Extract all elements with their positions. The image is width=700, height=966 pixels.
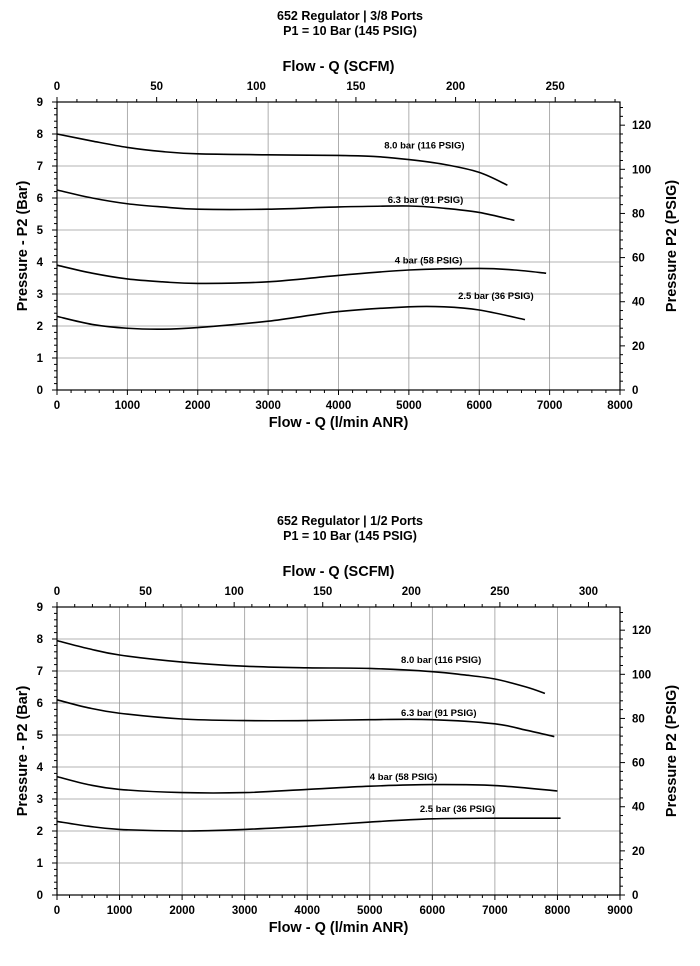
y2-tick-label: 40: [632, 297, 645, 309]
y-tick-label: 7: [37, 161, 43, 173]
y2-tick-label: 0: [632, 385, 638, 397]
y2-tick-label: 60: [632, 758, 645, 770]
x-tick-label: 2000: [169, 905, 195, 917]
series-line: [56, 189, 515, 222]
chart-subtitle: P1 = 10 Bar (145 PSIG): [283, 529, 417, 543]
x-tick-label: 6000: [466, 400, 492, 412]
y-tick-label: 6: [37, 193, 43, 205]
x-tick-label: 5000: [357, 905, 383, 917]
series-line: [56, 817, 561, 832]
x-tick-label: 7000: [482, 905, 508, 917]
chart-title: 652 Regulator | 3/8 Ports: [277, 9, 423, 23]
chart-1-2-ports: 652 Regulator | 1/2 Ports P1 = 10 Bar (1…: [0, 505, 700, 966]
series-line: [56, 133, 508, 186]
x-tick-label: 1000: [107, 905, 133, 917]
y-tick-label: 1: [37, 858, 44, 870]
y2-axis-title: Pressure P2 (PSIG): [664, 685, 680, 817]
x2-tick-label: 200: [402, 586, 421, 598]
series-label: 8.0 bar (116 PSIG): [384, 140, 464, 151]
y-tick-label: 8: [37, 129, 44, 141]
series-line: [56, 305, 526, 331]
y-tick-label: 3: [37, 289, 43, 301]
y-tick-label: 9: [37, 602, 43, 614]
y2-tick-label: 20: [632, 341, 645, 353]
x-tick-label: 1000: [115, 400, 141, 412]
chart-3-8-ports: 652 Regulator | 3/8 Ports P1 = 10 Bar (1…: [0, 0, 700, 480]
x2-tick-label: 0: [54, 81, 60, 93]
chart-title: 652 Regulator | 1/2 Ports: [277, 514, 423, 528]
x2-axis-title: Flow - Q (SCFM): [283, 564, 395, 580]
y-tick-label: 0: [37, 385, 43, 397]
x2-tick-label: 50: [139, 586, 152, 598]
series-label: 6.3 bar (91 PSIG): [401, 708, 477, 719]
x2-tick-label: 100: [247, 81, 266, 93]
x2-tick-label: 250: [490, 586, 509, 598]
y-tick-label: 2: [37, 826, 43, 838]
series-label: 2.5 bar (36 PSIG): [420, 804, 496, 815]
x-axis-title: Flow - Q (l/min ANR): [269, 415, 409, 431]
y-tick-label: 9: [37, 97, 43, 109]
x-tick-label: 0: [54, 905, 60, 917]
y-tick-label: 5: [37, 225, 44, 237]
series-line: [56, 699, 555, 738]
y2-axis-title: Pressure P2 (PSIG): [664, 180, 680, 312]
x2-tick-label: 50: [150, 81, 163, 93]
x2-axis-title: Flow - Q (SCFM): [283, 59, 395, 75]
y2-tick-label: 80: [632, 713, 645, 725]
x-tick-label: 5000: [396, 400, 422, 412]
y2-tick-label: 120: [632, 625, 651, 637]
y-tick-label: 0: [37, 890, 43, 902]
y-tick-label: 7: [37, 666, 43, 678]
y2-tick-label: 120: [632, 120, 651, 132]
series-line: [56, 264, 547, 285]
series-label: 4 bar (58 PSIG): [370, 772, 438, 783]
y-axis-title: Pressure - P2 (Bar): [15, 181, 31, 312]
x-tick-label: 3000: [255, 400, 281, 412]
series-label: 4 bar (58 PSIG): [395, 256, 463, 267]
y-tick-label: 4: [37, 762, 44, 774]
y-tick-label: 8: [37, 634, 44, 646]
x2-tick-label: 150: [313, 586, 332, 598]
y2-tick-label: 100: [632, 669, 651, 681]
series-line: [56, 639, 546, 695]
x-tick-label: 2000: [185, 400, 211, 412]
y-axis-title: Pressure - P2 (Bar): [15, 686, 31, 817]
series-label: 6.3 bar (91 PSIG): [388, 195, 464, 206]
y-tick-label: 2: [37, 321, 43, 333]
x-tick-label: 8000: [545, 905, 571, 917]
x2-tick-label: 100: [225, 586, 244, 598]
y-tick-label: 5: [37, 730, 44, 742]
x-tick-label: 7000: [537, 400, 563, 412]
series-line: [56, 775, 558, 794]
y2-tick-label: 60: [632, 253, 645, 265]
x-tick-label: 8000: [607, 400, 633, 412]
x-tick-label: 0: [54, 400, 60, 412]
x2-tick-label: 0: [54, 586, 60, 598]
x-tick-label: 4000: [294, 905, 320, 917]
y2-tick-label: 20: [632, 846, 645, 858]
x2-tick-label: 200: [446, 81, 465, 93]
x2-tick-label: 250: [546, 81, 565, 93]
y2-tick-label: 100: [632, 164, 651, 176]
y-tick-label: 1: [37, 353, 44, 365]
y-tick-label: 6: [37, 698, 43, 710]
y2-tick-label: 0: [632, 890, 638, 902]
y2-tick-label: 40: [632, 802, 645, 814]
x2-tick-label: 300: [579, 586, 598, 598]
x-tick-label: 3000: [232, 905, 258, 917]
x-tick-label: 6000: [420, 905, 446, 917]
x2-tick-label: 150: [346, 81, 365, 93]
y2-tick-label: 80: [632, 208, 645, 220]
chart-subtitle: P1 = 10 Bar (145 PSIG): [283, 24, 417, 38]
x-tick-label: 4000: [326, 400, 352, 412]
x-axis-title: Flow - Q (l/min ANR): [269, 920, 409, 936]
x-tick-label: 9000: [607, 905, 633, 917]
y-tick-label: 4: [37, 257, 44, 269]
plot-frame: [56, 606, 621, 896]
series-label: 8.0 bar (116 PSIG): [401, 655, 481, 666]
y-tick-label: 3: [37, 794, 43, 806]
series-label: 2.5 bar (36 PSIG): [458, 291, 534, 302]
